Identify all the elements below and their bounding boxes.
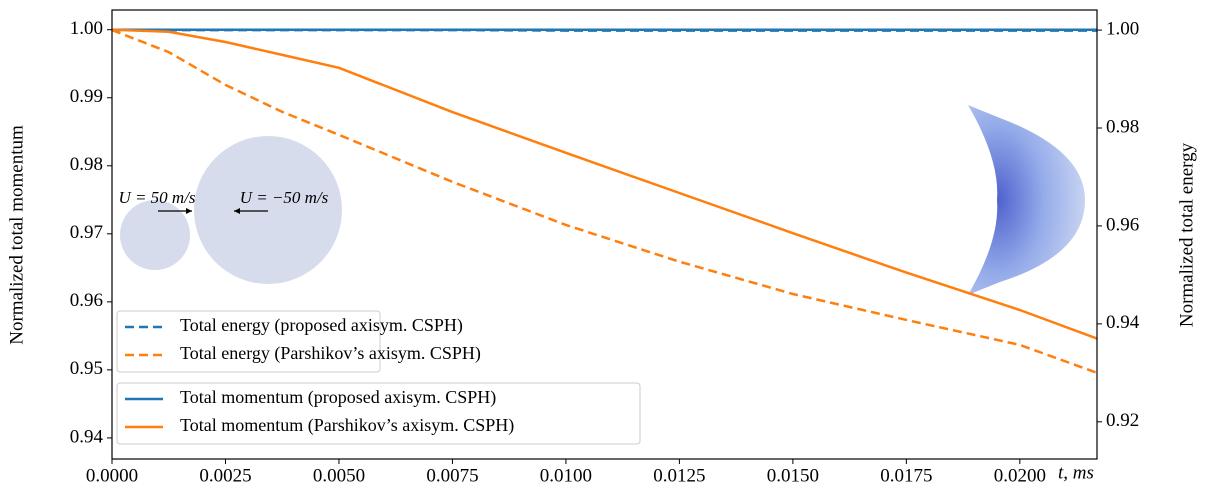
x-tick-label: 0.0100	[540, 465, 592, 486]
x-tick-label: 0.0075	[426, 465, 478, 486]
x-tick-label: 0.0150	[767, 465, 819, 486]
y2-tick-label: 0.98	[1106, 116, 1139, 137]
x-tick-label: 0.0175	[880, 465, 932, 486]
y-tick-label: 0.99	[70, 86, 103, 107]
legend-label: Total momentum (proposed axisym. CSPH)	[180, 387, 496, 408]
y-tick-label: 0.97	[70, 222, 103, 243]
legend-label: Total energy (proposed axisym. CSPH)	[180, 315, 463, 336]
y-tick-label: 0.98	[70, 154, 103, 175]
y-tick-label: 0.96	[70, 290, 103, 311]
y-tick-label: 0.95	[70, 358, 103, 379]
y2-tick-label: 0.94	[1106, 312, 1140, 333]
annotation: U = −50 m/s	[240, 188, 329, 207]
y2-tick-label: 0.96	[1106, 214, 1139, 235]
x-tick-label: 0.0050	[313, 465, 365, 486]
x-tick-label: 0.0200	[994, 465, 1046, 486]
legend: Total energy (proposed axisym. CSPH) Tota…	[117, 311, 640, 444]
y2-axis-label: Normalized total energy	[1176, 142, 1197, 327]
y-tick-label: 0.94	[70, 426, 104, 447]
x-tick-label: 0.0000	[86, 465, 138, 486]
y2-tick-label: 0.92	[1106, 410, 1139, 431]
x-axis-label: t, ms	[1058, 462, 1094, 483]
y2-tick-label: 1.00	[1106, 18, 1139, 39]
legend-label: Total momentum (Parshikov’s axisym. CSPH…	[180, 415, 514, 436]
annotation: U = 50 m/s	[118, 188, 195, 207]
y-tick-label: 1.00	[70, 18, 103, 39]
x-tick-label: 0.0125	[653, 465, 705, 486]
inset-particle-large	[194, 136, 342, 284]
legend-label: Total energy (Parshikov’s axisym. CSPH)	[180, 343, 481, 364]
insets: U = 50 m/s U = −50 m/s	[118, 105, 1085, 295]
x-tick-label: 0.0025	[199, 465, 251, 486]
inset-crescent	[968, 105, 1085, 295]
arrow-head	[186, 208, 192, 214]
y-axis-label: Normalized total momentum	[6, 125, 27, 345]
